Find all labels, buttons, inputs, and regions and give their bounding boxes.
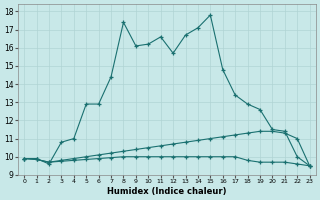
X-axis label: Humidex (Indice chaleur): Humidex (Indice chaleur)	[107, 187, 227, 196]
